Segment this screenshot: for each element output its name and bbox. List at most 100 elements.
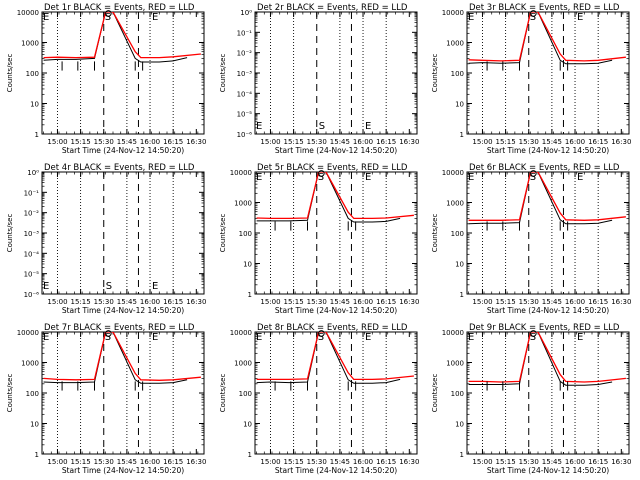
y-axis-label: Counts/sec — [431, 54, 439, 93]
panel-title: Det 9r BLACK = Events, RED = LLD — [469, 323, 620, 333]
y-tick-label: 10000 — [230, 169, 252, 177]
y-tick-label: 100 — [451, 390, 464, 398]
y-tick-label: 100 — [451, 70, 464, 78]
panel-title: Det 2r BLACK = Events, RED = LLD — [257, 3, 408, 13]
x-tick-label: 16:00 — [140, 458, 160, 466]
y-tick-label: 100 — [451, 230, 464, 238]
x-axis-label: Start Time (24-Nov-12 14:50:20) — [62, 306, 184, 315]
y-tick-label: 10 — [243, 421, 252, 429]
peak-marker — [530, 10, 537, 17]
x-tick-label: 16:15 — [163, 298, 183, 306]
start-marker-label: S — [530, 172, 536, 183]
x-axis-label: Start Time (24-Nov-12 14:50:20) — [275, 146, 397, 155]
series-group — [43, 332, 201, 391]
y-tick-label: 10⁻³ — [24, 230, 40, 238]
edge-marker-label: E — [468, 12, 474, 23]
detector-panel-7: Det 7r BLACK = Events, RED = LLD 1 10 100 10… — [6, 323, 206, 475]
x-tick-label: 16:15 — [588, 298, 608, 306]
x-tick-label: 16:30 — [186, 458, 206, 466]
detector-panel-8: Det 8r BLACK = Events, RED = LLD 1 10 100 10… — [219, 323, 419, 475]
x-tick-label: 15:30 — [94, 298, 114, 306]
x-tick-label: 15:45 — [542, 138, 562, 146]
x-tick-label: 15:15 — [496, 458, 516, 466]
peak-marker — [105, 10, 112, 17]
x-tick-label: 15:15 — [496, 138, 516, 146]
y-tick-label: 10 — [455, 261, 464, 269]
detector-panel-4: Det 4r BLACK = Events, RED = LLD 10⁻⁶ 10⁻⁵… — [6, 163, 206, 315]
lld-series-line — [468, 172, 626, 221]
panel-title: Det 4r BLACK = Events, RED = LLD — [44, 163, 195, 173]
y-tick-label: 10⁰ — [240, 9, 252, 17]
x-tick-label: 15:45 — [542, 298, 562, 306]
y-tick-label: 10 — [455, 101, 464, 109]
x-tick-label: 16:00 — [140, 138, 160, 146]
x-tick-label: 15:00 — [260, 298, 280, 306]
x-tick-label: 16:15 — [163, 458, 183, 466]
edge-marker-label: E — [43, 332, 49, 343]
events-series-line — [256, 332, 401, 384]
y-tick-label: 1 — [35, 131, 39, 139]
x-tick-label: 16:30 — [399, 298, 419, 306]
x-tick-label: 15:15 — [284, 138, 304, 146]
y-tick-label: 10000 — [442, 169, 464, 177]
edge-marker-label: E — [256, 121, 262, 132]
x-tick-label: 15:30 — [94, 138, 114, 146]
y-axis-label: Counts/sec — [6, 214, 14, 253]
x-tick-label: 15:45 — [542, 458, 562, 466]
events-series-line — [468, 332, 613, 386]
y-axis-label: Counts/sec — [219, 214, 227, 253]
lld-series-line — [256, 332, 414, 381]
peak-marker — [530, 330, 537, 337]
x-tick-label: 16:00 — [565, 298, 585, 306]
y-tick-label: 10⁻⁵ — [24, 271, 40, 279]
x-tick-label: 15:15 — [496, 298, 516, 306]
start-marker-label: S — [318, 332, 324, 343]
x-tick-label: 15:15 — [71, 138, 91, 146]
x-tick-label: 15:00 — [47, 298, 67, 306]
y-tick-label: 100 — [26, 390, 39, 398]
edge-marker-label: E — [468, 172, 474, 183]
y-tick-label: 1000 — [446, 40, 464, 48]
y-tick-label: 10⁻³ — [237, 70, 253, 78]
detector-panel-3: Det 3r BLACK = Events, RED = LLD 1 10 100 10… — [431, 3, 631, 155]
y-tick-label: 1000 — [446, 200, 464, 208]
x-tick-label: 16:30 — [186, 298, 206, 306]
y-tick-label: 10⁰ — [27, 169, 39, 177]
x-axis-label: Start Time (24-Nov-12 14:50:20) — [487, 466, 609, 475]
end-marker-label: E — [577, 172, 583, 183]
x-tick-label: 16:00 — [565, 138, 585, 146]
x-tick-label: 15:00 — [260, 458, 280, 466]
x-tick-label: 15:00 — [472, 138, 492, 146]
lld-series-line — [43, 332, 201, 381]
panel-title: Det 7r BLACK = Events, RED = LLD — [44, 323, 195, 333]
edge-marker-label: E — [43, 12, 49, 23]
plot-frame — [254, 11, 418, 135]
plot-frame — [41, 171, 205, 295]
y-axis-label: Counts/sec — [431, 374, 439, 413]
x-axis-label: Start Time (24-Nov-12 14:50:20) — [487, 306, 609, 315]
x-tick-label: 15:30 — [519, 298, 539, 306]
x-tick-label: 15:15 — [71, 298, 91, 306]
detector-panel-1: Det 1r BLACK = Events, RED = LLD 1 10 100 10… — [6, 3, 206, 155]
y-axis-label: Counts/sec — [219, 54, 227, 93]
x-tick-label: 15:30 — [519, 458, 539, 466]
x-tick-label: 15:45 — [117, 298, 137, 306]
y-tick-label: 10 — [30, 101, 39, 109]
y-tick-label: 10000 — [442, 9, 464, 17]
y-tick-label: 10⁻⁵ — [237, 111, 253, 119]
y-tick-label: 10⁻² — [24, 210, 40, 218]
x-tick-label: 16:00 — [565, 458, 585, 466]
x-tick-label: 15:15 — [284, 458, 304, 466]
y-tick-label: 10000 — [17, 9, 39, 17]
x-tick-label: 16:30 — [399, 458, 419, 466]
y-tick-label: 10 — [30, 421, 39, 429]
events-series-line — [468, 172, 613, 225]
x-tick-label: 15:45 — [330, 138, 350, 146]
y-tick-label: 1000 — [234, 200, 252, 208]
x-tick-label: 15:00 — [47, 458, 67, 466]
x-tick-label: 15:30 — [307, 298, 327, 306]
events-series-line — [43, 332, 188, 384]
start-marker-label: S — [318, 172, 324, 183]
x-tick-label: 16:15 — [588, 458, 608, 466]
